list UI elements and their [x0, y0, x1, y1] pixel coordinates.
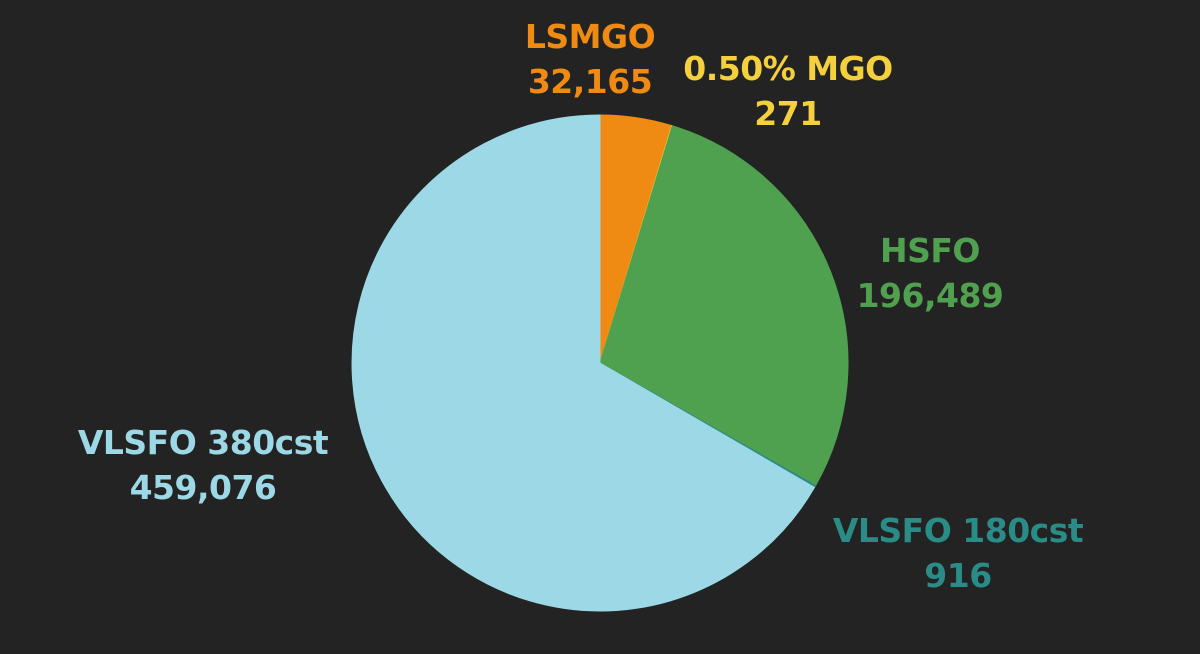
slice-value: 196,489: [856, 276, 1004, 315]
slice-name: HSFO: [880, 231, 980, 270]
slice-vlsfo-380: [351, 114, 816, 612]
label-hsfo: HSFO 196,489: [857, 228, 1004, 318]
slice-name: VLSFO 380cst: [77, 423, 329, 462]
slice-value: 271: [754, 94, 822, 133]
slice-hsfo: [599, 125, 849, 487]
slice-name: LSMGO: [524, 17, 656, 56]
slice-value: 459,076: [129, 468, 277, 507]
label-mgo: 0.50% MGO 271: [683, 46, 893, 136]
label-vlsfo-180: VLSFO 180cst 916: [832, 508, 1084, 598]
label-vlsfo-380: VLSFO 380cst 459,076: [77, 420, 329, 510]
label-lsmgo: LSMGO 32,165: [524, 14, 656, 104]
slice-name: VLSFO 180cst: [832, 511, 1084, 550]
slice-value: 916: [924, 556, 992, 595]
slice-value: 32,165: [527, 62, 653, 101]
slice-name: 0.50% MGO: [683, 49, 893, 88]
